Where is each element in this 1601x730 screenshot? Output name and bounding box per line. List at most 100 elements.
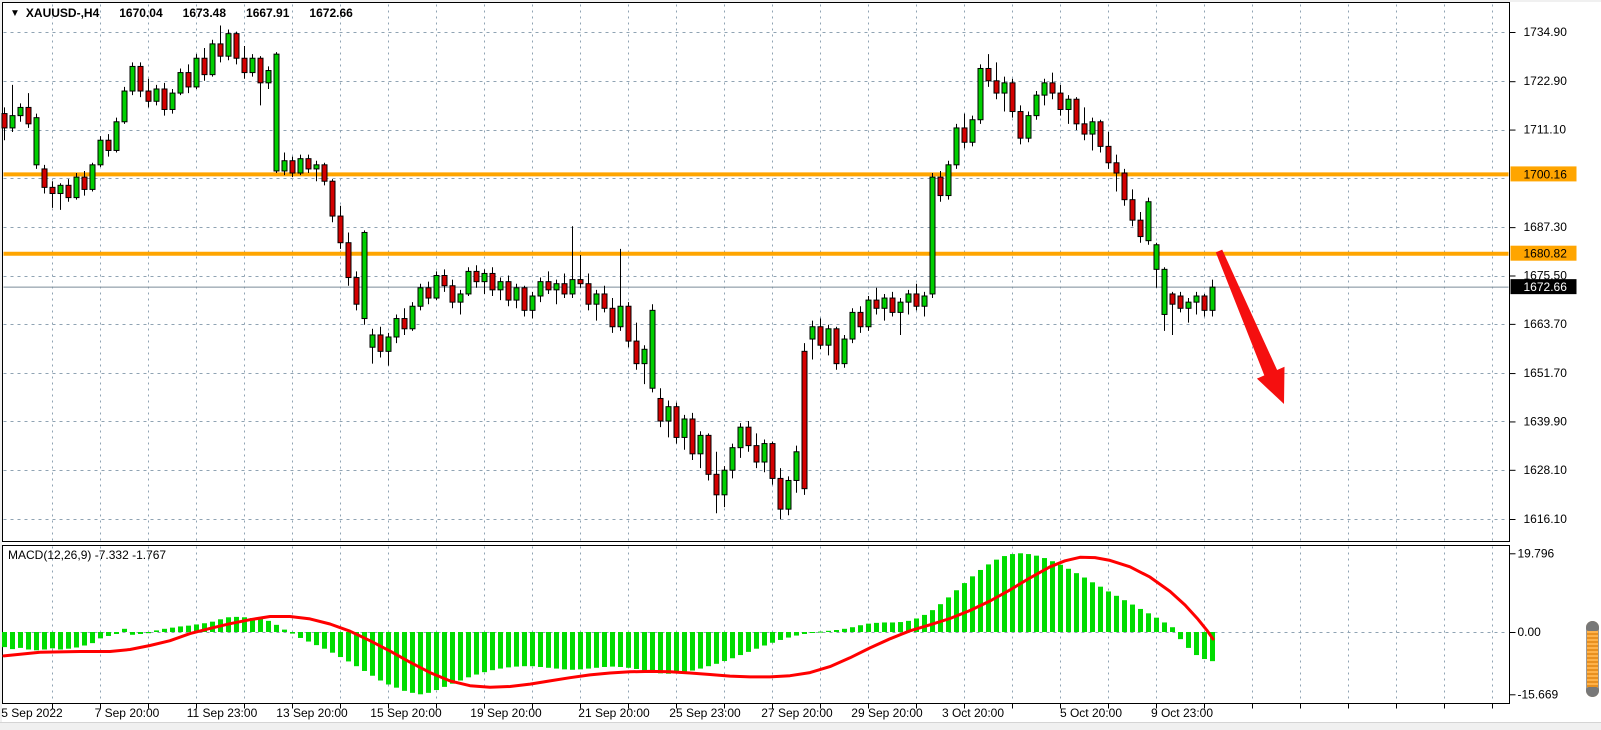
price-tick-label: 1734.90 [1524,25,1568,39]
candle-bearish [545,281,552,291]
candle-bullish [761,443,768,463]
candle-bullish [649,309,656,389]
candle-bearish [1121,172,1128,201]
level-price-badge [1510,166,1577,182]
candle-bullish [617,305,624,328]
price-tick-label: 1616.10 [1524,512,1568,526]
candle-bullish [481,272,488,283]
macd-bar [530,632,535,667]
macd-bar [434,632,439,691]
macd-bar [154,630,159,632]
macd-bar [450,632,455,684]
macd-bar [10,632,15,650]
candle-bearish [233,33,240,59]
candle-bullish [113,121,120,151]
macd-bar [1026,554,1031,632]
candle-bullish [393,318,400,338]
candle-bearish [633,340,640,365]
candle-bullish [369,334,376,348]
indicator-label: MACD(12,26,9) -7.332 -1.767 [8,548,166,562]
candle-bullish [409,305,416,330]
candle-bullish [793,451,800,481]
time-axis[interactable]: 5 Sep 2022 7 Sep 20:00 11 Sep 23:00 13 Sep … [1,703,1493,721]
time-tick-label: 25 Sep 23:00 [669,706,741,720]
macd-bar [826,630,831,632]
macd-bar [1130,604,1135,632]
candle-bullish [17,106,24,117]
candle-bullish [553,283,560,291]
macd-bar [786,632,791,638]
macd-bar [442,632,447,687]
level-lines[interactable] [3,172,1509,288]
candle-bullish [593,293,600,305]
price-tick-label: 1663.70 [1524,317,1568,331]
candle-bearish [137,65,144,92]
candle-bullish [97,139,104,166]
time-tick-label: 9 Oct 23:00 [1151,706,1213,720]
macd-bar [426,632,431,693]
macd-bar [810,632,815,633]
candle-bullish [433,275,440,299]
candle-bearish [489,272,496,291]
macd-bar [970,576,975,632]
candle-bearish [1097,121,1104,147]
candle-bearish [81,176,88,190]
candle-bullish [977,67,984,121]
candle-bullish [905,293,912,303]
scrollbar-thumb[interactable] [1586,621,1599,697]
symbol-dropdown-icon[interactable]: ▼ [10,7,20,19]
candle-bearish [1057,92,1064,110]
macd-bar [514,632,519,667]
candle-bullish [665,406,672,422]
macd-bar [1018,553,1023,632]
candle-bearish [329,180,336,217]
candle-bullish [1089,121,1096,135]
macd-tick-label: 0.00 [1518,625,1542,639]
quote-close: 1672.66 [309,6,353,20]
down-arrow-annotation[interactable] [1215,249,1285,404]
candle-bullish [897,301,904,313]
macd-axis[interactable]: 19.796 0.00 -15.669 [1509,546,1559,701]
price-axis[interactable]: 1734.90 1722.90 1711.10 1687.30 1675.50 1663.… [1509,25,1577,526]
macd-bar [34,632,39,651]
candle-bearish [289,160,296,174]
macd-bar [834,630,839,632]
candle-bearish [753,445,760,463]
macd-bar [242,617,247,632]
candle-bearish [625,305,632,342]
macd-bar [266,620,271,632]
candle-bearish [1017,111,1024,139]
macd-bar [146,632,151,634]
candle-bearish [105,139,112,151]
candle-bearish [705,434,712,475]
candle-bullish [849,311,856,340]
candle-bearish [65,184,72,199]
macd-bar [234,616,239,632]
candle-bearish [425,287,432,299]
candle-bullish [57,184,64,195]
macd-bar [274,624,279,632]
macd-bar [522,632,527,667]
candle-bearish [873,299,880,309]
price-tick-label: 1675.50 [1524,269,1568,283]
candle-bullish [513,287,520,301]
candle-bullish [697,434,704,455]
candle-bearish [689,418,696,455]
macd-bar [66,632,71,649]
time-tick-label: 15 Sep 20:00 [370,706,442,720]
candle-bullish [729,447,736,471]
macd-bar [634,632,639,669]
candle-bearish [985,67,992,82]
macd-bar [570,632,575,670]
time-tick-label: 19 Sep 20:00 [470,706,542,720]
macd-bar [1194,632,1199,656]
macd-bar [546,632,551,668]
macd-bar [754,632,759,649]
candle-bullish [73,176,80,199]
macd-bar [402,632,407,691]
macd-bar [738,632,743,656]
macd-bar [714,632,719,664]
